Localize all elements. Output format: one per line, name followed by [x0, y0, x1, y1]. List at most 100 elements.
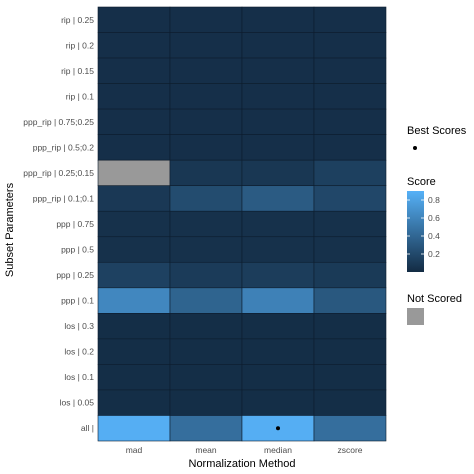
heatmap-cell: [313, 6, 387, 33]
legend-notscored-title: Not Scored: [407, 293, 462, 305]
x-axis-title: Normalization Method: [189, 458, 296, 470]
legend-score-ticks: 0.8 0.6 0.4 0.2: [407, 195, 440, 259]
heatmap-cell: [241, 83, 315, 110]
heatmap-cells: [97, 6, 387, 442]
heatmap-cell: [97, 57, 171, 84]
y-axis-tick-labels: rip | 0.25 rip | 0.2 rip | 0.15 rip | 0.1 pp…: [23, 15, 94, 433]
heatmap-cell: [97, 415, 171, 442]
heatmap-cell: [169, 159, 243, 187]
heatmap-cell: [241, 364, 315, 391]
heatmap-cell: [97, 159, 171, 187]
heatmap-cell: [313, 159, 387, 187]
heatmap-cell: [313, 185, 387, 212]
heatmap-cell: [241, 313, 315, 340]
y-tick-label: ppp_rip | 0.5;0.2: [33, 142, 95, 152]
heatmap-cell: [97, 32, 171, 59]
heatmap-cell: [97, 6, 171, 33]
heatmap-cell: [241, 287, 315, 314]
y-tick-label: ppp | 0.1: [61, 296, 94, 306]
heatmap-cell: [169, 338, 243, 365]
heatmap-cell: [241, 6, 315, 33]
heatmap-cell: [241, 32, 315, 59]
y-tick-label: ppp | 0.5: [61, 245, 94, 255]
y-tick-label: los | 0.3: [64, 321, 94, 331]
heatmap-cell: [313, 32, 387, 59]
y-tick-label: ppp | 0.75: [56, 219, 94, 229]
heatmap-cell: [241, 261, 315, 289]
y-axis-title: Subset Parameters: [4, 182, 16, 277]
heatmap-cell: [97, 108, 171, 135]
heatmap-cell: [169, 108, 243, 135]
heatmap-cell: [313, 236, 387, 263]
heatmap-cell: [313, 134, 387, 161]
heatmap-cell: [169, 313, 243, 340]
heatmap-cell: [169, 57, 243, 84]
heatmap-cell: [97, 338, 171, 365]
heatmap-cell: [169, 415, 243, 442]
y-tick-label: all |: [81, 423, 94, 433]
legend-best-point: [413, 146, 417, 150]
heatmap-cell: [169, 6, 243, 33]
heatmap-cell: [241, 210, 315, 238]
heatmap-cell: [313, 313, 387, 340]
y-tick-label: rip | 0.2: [66, 40, 94, 50]
y-tick-label: los | 0.2: [64, 347, 94, 357]
legend-colorbar: [407, 191, 424, 272]
heatmap-cell: [241, 338, 315, 365]
heatmap-cell: [241, 108, 315, 135]
legend: Best Scores Score 0.8 0.6 0.4 0.2 Not Score…: [407, 125, 467, 325]
heatmap-cell: [97, 313, 171, 340]
heatmap-cell: [97, 83, 171, 110]
heatmap-cell: [313, 261, 387, 289]
heatmap-cell: [97, 261, 171, 289]
y-tick-label: ppp_rip | 0.75;0.25: [23, 117, 94, 127]
x-axis-tick-labels: mad mean median zscore: [126, 445, 363, 455]
x-tick-label: mean: [195, 445, 217, 455]
heatmap-cell: [169, 389, 243, 416]
y-tick-label: ppp | 0.25: [56, 270, 94, 280]
y-tick-label: ppp_rip | 0.25;0.15: [23, 168, 94, 178]
heatmap-cell: [169, 261, 243, 289]
heatmap-cell: [241, 159, 315, 187]
heatmap-cell: [97, 364, 171, 391]
heatmap-cell: [313, 389, 387, 416]
heatmap-cell: [97, 389, 171, 416]
y-tick-label: rip | 0.1: [66, 91, 94, 101]
heatmap-cell: [169, 287, 243, 314]
legend-tick-label: 0.2: [428, 249, 440, 259]
legend-tick-label: 0.6: [428, 213, 440, 223]
heatmap-cell: [97, 134, 171, 161]
heatmap-cell: [241, 185, 315, 212]
heatmap-cell: [169, 83, 243, 110]
heatmap-cell: [169, 185, 243, 212]
heatmap-cell: [241, 57, 315, 84]
heatmap-cell: [169, 364, 243, 391]
heatmap-cell: [97, 210, 171, 238]
heatmap-cell: [169, 134, 243, 161]
y-tick-label: ppp_rip | 0.1;0.1: [33, 193, 95, 203]
heatmap-cell: [97, 236, 171, 263]
heatmap-cell: [313, 83, 387, 110]
x-tick-label: median: [264, 445, 292, 455]
heatmap-cell: [313, 287, 387, 314]
heatmap-cell: [241, 236, 315, 263]
legend-tick-label: 0.8: [428, 195, 440, 205]
heatmap-cell: [241, 389, 315, 416]
heatmap-cell: [169, 32, 243, 59]
legend-score-title: Score: [407, 176, 436, 188]
x-tick-label: zscore: [337, 445, 362, 455]
heatmap-cell: [97, 185, 171, 212]
heatmap-cell: [313, 415, 387, 442]
legend-notscored-swatch: [407, 308, 424, 325]
heatmap-cell: [313, 364, 387, 391]
best-score-points: [276, 426, 280, 431]
heatmap-cell: [241, 134, 315, 161]
heatmap-cell: [313, 57, 387, 84]
heatmap-cell: [313, 338, 387, 365]
y-tick-label: los | 0.05: [60, 398, 95, 408]
y-tick-label: rip | 0.15: [61, 66, 94, 76]
heatmap-cell: [97, 287, 171, 314]
legend-tick-label: 0.4: [428, 231, 440, 241]
heatmap-cell: [313, 210, 387, 238]
